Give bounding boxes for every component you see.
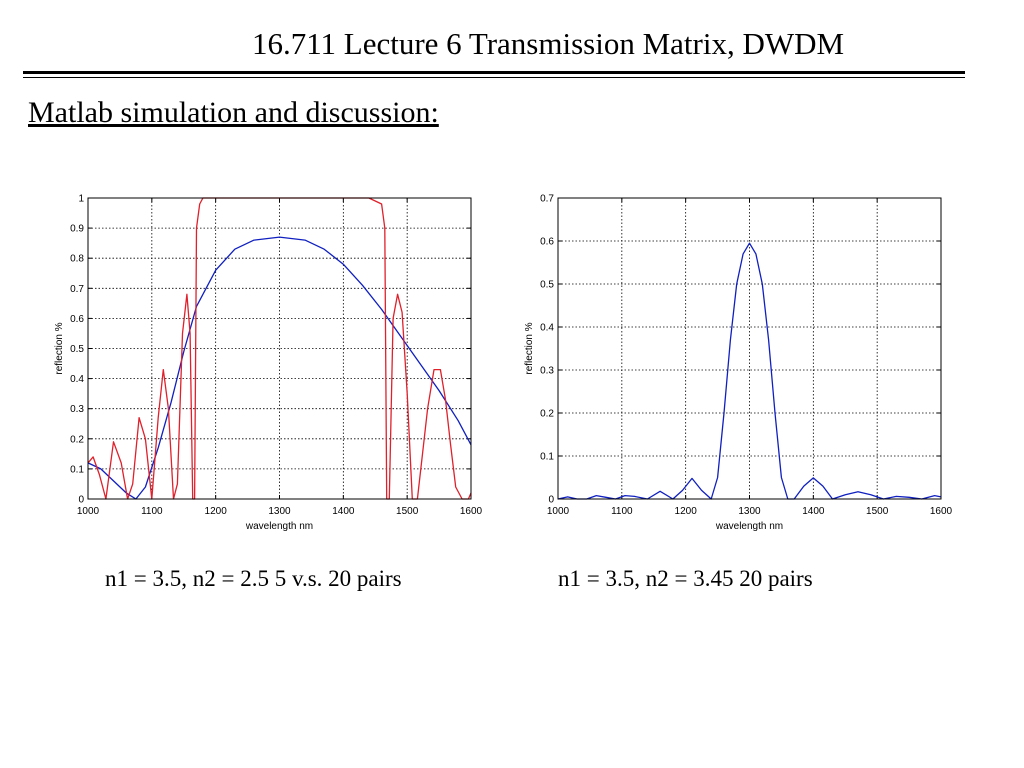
chart1-x-tick-label: 1000 bbox=[77, 506, 100, 517]
chart1-y-tick-label: 0.6 bbox=[70, 314, 84, 325]
chart1-x-tick-label: 1400 bbox=[332, 506, 355, 517]
chart1-y-tick-label: 0.2 bbox=[70, 434, 84, 445]
chart2-y-axis-label: reflection % bbox=[524, 322, 535, 374]
chart2-y-tick-label: 0.3 bbox=[540, 366, 554, 377]
chart2-plot-frame bbox=[557, 197, 942, 500]
chart2-x-tick-label: 1500 bbox=[866, 506, 889, 517]
chart1-y-tick-label: 0.1 bbox=[70, 464, 84, 475]
chart1-y-tick-label: 1 bbox=[78, 194, 84, 205]
chart2-x-tick-label: 1200 bbox=[675, 506, 698, 517]
chart1-x-tick-label: 1300 bbox=[268, 506, 291, 517]
chart1-y-tick-label: 0.3 bbox=[70, 404, 84, 415]
chart1-y-axis-label: reflection % bbox=[54, 322, 65, 374]
caption-left: n1 = 3.5, n2 = 2.5 5 v.s. 20 pairs bbox=[105, 566, 402, 591]
chart2-y-tick-label: 0.5 bbox=[540, 280, 554, 291]
chart2-y-tick-label: 0.2 bbox=[540, 409, 554, 420]
chart2-x-axis-label: wavelength nm bbox=[715, 521, 783, 532]
chart2-y-tick-label: 0.4 bbox=[540, 323, 554, 334]
chart2-x-tick-label: 1400 bbox=[802, 506, 825, 517]
chart2-y-tick-label: 0 bbox=[548, 495, 554, 506]
chart2-series-1-line bbox=[557, 242, 942, 500]
chart2-x-tick-label: 1100 bbox=[611, 506, 633, 517]
title-rule-thin bbox=[23, 77, 965, 78]
chart1-y-tick-label: 0.9 bbox=[70, 224, 84, 235]
chart2-y-tick-label: 0.6 bbox=[540, 237, 554, 248]
chart1-y-tick-label: 0.8 bbox=[70, 254, 84, 265]
chart2-x-tick-label: 1000 bbox=[547, 506, 570, 517]
chart2-x-tick-label: 1600 bbox=[930, 506, 953, 517]
chart1-y-tick-label: 0.4 bbox=[70, 374, 84, 385]
chart1-x-tick-label: 1500 bbox=[396, 506, 419, 517]
slide-title: 16.711 Lecture 6 Transmission Matrix, DW… bbox=[251, 26, 845, 61]
chart1-y-tick-label: 0.5 bbox=[70, 344, 84, 355]
chart2-y-tick-label: 0.7 bbox=[540, 194, 554, 205]
chart1-x-tick-label: 1600 bbox=[460, 506, 483, 517]
chart1-plot-frame bbox=[87, 197, 472, 500]
chart2-y-tick-label: 0.1 bbox=[540, 452, 554, 463]
chart1-x-tick-label: 1100 bbox=[141, 506, 163, 517]
chart1-y-tick-label: 0 bbox=[78, 495, 84, 506]
section-heading: Matlab simulation and discussion: bbox=[28, 96, 439, 129]
chart1-y-tick-label: 0.7 bbox=[70, 284, 84, 295]
chart2-x-tick-label: 1300 bbox=[738, 506, 761, 517]
chart1-x-tick-label: 1200 bbox=[205, 506, 228, 517]
caption-right: n1 = 3.5, n2 = 3.45 20 pairs bbox=[558, 566, 813, 591]
title-rule-thick bbox=[23, 71, 965, 74]
chart1-x-axis-label: wavelength nm bbox=[245, 521, 313, 532]
